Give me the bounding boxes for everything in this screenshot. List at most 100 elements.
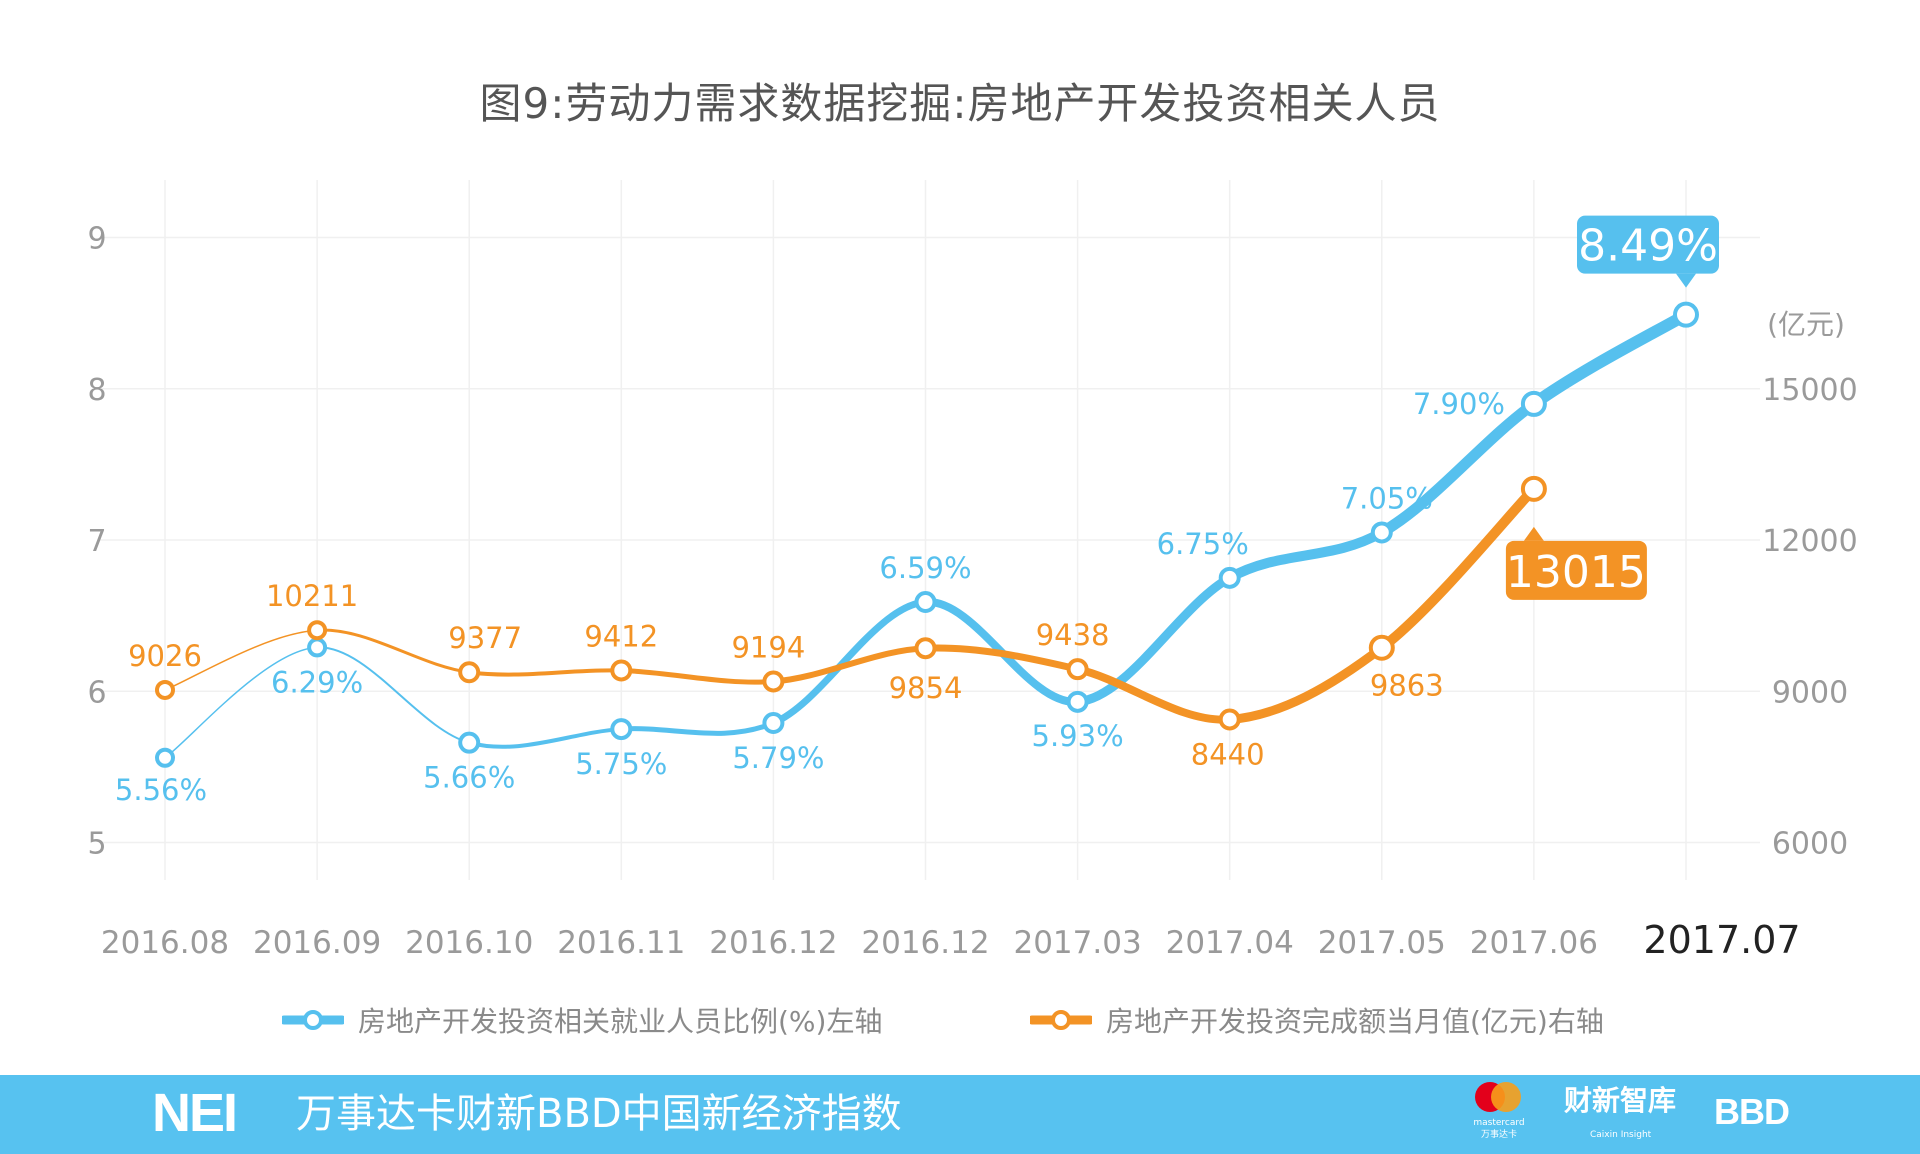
orange-series-line-segment — [1376, 483, 1539, 653]
orange-series-point — [610, 659, 633, 682]
mastercard-label: mastercard 万事达卡 — [1464, 1117, 1534, 1141]
orange-series-point — [914, 637, 937, 660]
blue-series-point — [1370, 521, 1393, 544]
orange-series-data-label: 9863 — [1370, 669, 1444, 703]
blue-series-line-segment — [467, 727, 624, 749]
blue-series-point — [1218, 566, 1241, 589]
blue-series-point — [458, 731, 481, 754]
orange-series-point — [1066, 658, 1089, 681]
blue-series-data-label: 7.90% — [1413, 387, 1505, 421]
blue-series-line-segment — [769, 598, 929, 727]
blue-series-point — [155, 747, 175, 768]
blue-series-point — [610, 718, 633, 741]
orange-series-data-label: 9854 — [889, 671, 963, 705]
orange-series-line-segment — [315, 628, 471, 674]
callout-pointer — [1523, 526, 1544, 541]
y-left-tick-label: 6 — [87, 675, 106, 710]
blue-series-data-label: 6.29% — [271, 665, 363, 699]
blue-series-data-label: 6.59% — [879, 551, 971, 585]
x-tick-label: 2016.08 — [101, 925, 229, 961]
orange-series-data-label: 9412 — [584, 619, 658, 653]
blue-series-point — [914, 591, 937, 614]
x-tick-label: 2016.11 — [557, 925, 685, 961]
blue-series-line-segment — [164, 646, 318, 759]
y-left-tick-label: 5 — [87, 827, 106, 862]
orange-series-data-label: 9438 — [1036, 618, 1110, 652]
callout-pointer — [1676, 273, 1696, 288]
orange-series-point — [155, 679, 175, 700]
blue-series-data-label: 5.75% — [575, 747, 667, 781]
mastercard-logo-icon — [1475, 1082, 1521, 1112]
blue-series-data-label: 5.79% — [732, 741, 824, 775]
callout-left-value: 8.49% — [1578, 221, 1718, 272]
blue-series-line-segment — [618, 720, 776, 736]
bbd-logo: BBD — [1714, 1091, 1790, 1132]
y-left-tick-label: 8 — [87, 373, 106, 408]
caixin-logo: 财新智库 — [1564, 1084, 1677, 1117]
callout-right-latest — [1505, 540, 1647, 600]
orange-series-data-label: 10211 — [266, 579, 358, 613]
orange-series-point — [1520, 475, 1547, 502]
blue-series-point — [1520, 390, 1547, 417]
blue-series-data-label: 5.66% — [423, 761, 515, 795]
blue-series-point — [1673, 301, 1699, 328]
orange-series-point — [762, 670, 785, 693]
x-tick-label: 2016.12 — [709, 925, 837, 961]
blue-series-line-segment — [1527, 308, 1692, 410]
blue-series-data-label: 5.56% — [115, 773, 207, 807]
legend-item-left-series: 房地产开发投资相关就业人员比例(%)左轴 — [282, 1000, 882, 1040]
orange-series-line-segment — [164, 629, 318, 691]
x-tick-label: 2017.07 — [1643, 918, 1800, 962]
chart-title: 图9:劳动力需求数据挖掘:房地产开发投资相关人员 — [479, 79, 1441, 128]
legend-item-right-series: 房地产开发投资完成额当月值(亿元)右轴 — [1030, 1000, 1604, 1040]
orange-series-line-segment — [467, 668, 624, 677]
y-right-tick-label: 12000 — [1762, 524, 1857, 559]
x-tick-label: 2017.03 — [1013, 925, 1141, 961]
mastercard-cn-text: 万事达卡 — [1480, 1130, 1517, 1140]
blue-series-point — [762, 712, 785, 735]
legend-label-right-series: 房地产开发投资完成额当月值(亿元)右轴 — [1106, 1005, 1604, 1038]
y-left-tick-label: 7 — [87, 524, 106, 559]
y-right-tick-label: 9000 — [1772, 675, 1848, 710]
orange-series-line-segment — [618, 667, 776, 685]
mastercard-text: mastercard — [1473, 1118, 1525, 1128]
orange-series-data-label: 9194 — [731, 630, 805, 664]
y-right-unit-label: (亿元) — [1767, 308, 1845, 341]
footer-title: 万事达卡财新BBD中国新经济指数 — [296, 1091, 902, 1137]
y-right-tick-label: 6000 — [1772, 827, 1848, 862]
blue-series-line-segment — [1376, 398, 1540, 538]
legend-label-left-series: 房地产开发投资相关就业人员比例(%)左轴 — [358, 1005, 883, 1038]
blue-series-line-segment — [1224, 527, 1387, 583]
orange-series-point — [458, 661, 481, 684]
blue-series-data-label: 6.75% — [1157, 527, 1249, 561]
x-tick-label: 2017.05 — [1318, 925, 1446, 961]
blue-series-line-segment — [316, 646, 471, 744]
x-tick-label: 2016.10 — [405, 925, 533, 961]
legend-marker-orange-icon — [1030, 1010, 1092, 1030]
orange-series-line-segment — [1073, 665, 1234, 724]
x-tick-label: 2016.09 — [253, 925, 381, 961]
orange-series-point — [1368, 634, 1395, 661]
blue-series-point — [307, 637, 328, 658]
nei-logo: NEI — [152, 1083, 238, 1143]
y-right-tick-label: 15000 — [1762, 373, 1857, 408]
y-left-tick-label: 9 — [87, 222, 106, 257]
x-tick-label: 2017.04 — [1166, 925, 1294, 961]
orange-series-point — [307, 620, 328, 641]
line-chart: 5 6 7 8 9 2016.08 2016.09 2016.10 2016.11 2016.12… — [87, 180, 1858, 962]
orange-series-line-segment — [770, 645, 929, 685]
orange-series-point — [1218, 708, 1241, 731]
orange-series-line-segment — [922, 644, 1082, 673]
callout-right-value: 13015 — [1506, 547, 1646, 598]
blue-series-data-label: 5.93% — [1032, 719, 1124, 753]
legend-marker-blue-icon — [282, 1010, 344, 1030]
x-tick-label: 2016.12 — [861, 925, 989, 961]
blue-series-data-label: 7.05% — [1341, 481, 1433, 515]
footer-banner: NEI 万事达卡财新BBD中国新经济指数 mastercard 万事达卡 财新智库… — [0, 1075, 1920, 1154]
blue-series-point — [1066, 690, 1089, 713]
x-tick-label: 2017.06 — [1470, 925, 1598, 961]
caixin-sub-logo: Caixin Insight — [1590, 1130, 1652, 1140]
orange-series-line-segment — [1225, 643, 1387, 724]
callout-left-latest — [1577, 215, 1719, 274]
orange-series-data-label: 9377 — [448, 621, 522, 655]
